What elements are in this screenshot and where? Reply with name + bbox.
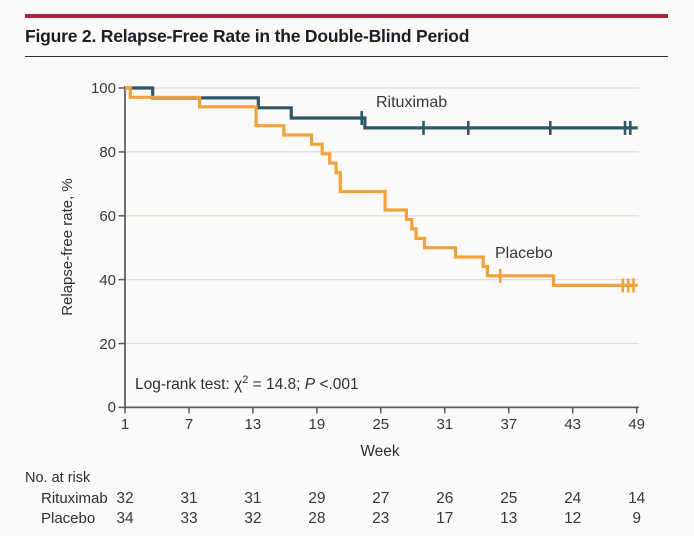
y-tick-label: 80 bbox=[99, 143, 116, 161]
at-risk-count: 24 bbox=[564, 490, 582, 507]
at-risk-count: 23 bbox=[372, 510, 390, 527]
placebo-curve bbox=[125, 86, 638, 287]
rituximab-curve-label: Rituximab bbox=[376, 94, 448, 111]
at-risk-count: 9 bbox=[632, 510, 641, 527]
at-risk-count: 13 bbox=[500, 510, 518, 527]
at-risk-row: Rituximab 32 31 31 29 27 26 25 24 14 bbox=[0, 490, 694, 508]
at-risk-count: 12 bbox=[564, 510, 582, 527]
y-tick-label: 40 bbox=[99, 271, 116, 289]
annotation-p: P bbox=[304, 376, 316, 394]
annotation-suffix: <.001 bbox=[315, 376, 359, 394]
x-tick-label: 43 bbox=[564, 416, 582, 433]
placebo-curve-label: Placebo bbox=[495, 245, 553, 262]
x-tick-label: 25 bbox=[372, 416, 390, 433]
annotation-prefix: Log-rank test: χ bbox=[135, 376, 243, 394]
at-risk-count: 31 bbox=[244, 490, 262, 507]
at-risk-row-label: Rituximab bbox=[41, 490, 108, 507]
y-tick-label: 60 bbox=[99, 207, 116, 225]
at-risk-count: 29 bbox=[308, 490, 326, 507]
at-risk-count: 33 bbox=[180, 510, 198, 527]
y-tick-label: 100 bbox=[90, 80, 116, 97]
x-tick-label: 37 bbox=[500, 416, 518, 433]
at-risk-count: 32 bbox=[244, 510, 262, 527]
log-rank-annotation: Log-rank test: χ2 = 14.8; P <.001 bbox=[135, 374, 359, 394]
at-risk-count: 27 bbox=[372, 490, 390, 507]
y-axis-title: Relapse-free rate, % bbox=[59, 178, 76, 316]
x-tick-label: 19 bbox=[308, 416, 326, 433]
at-risk-count: 28 bbox=[308, 510, 326, 527]
rituximab-curve bbox=[125, 86, 638, 130]
at-risk-count: 25 bbox=[500, 490, 518, 507]
figure-accent-bar bbox=[25, 14, 668, 18]
at-risk-count: 14 bbox=[628, 490, 646, 507]
y-tick-label: 0 bbox=[107, 399, 116, 417]
at-risk-row: Placebo 34 33 32 28 23 17 13 12 9 bbox=[0, 510, 694, 528]
at-risk-count: 34 bbox=[116, 510, 134, 527]
annotation-middle: = 14.8; bbox=[248, 376, 305, 394]
x-tick-label: 31 bbox=[436, 416, 454, 433]
x-tick-label: 7 bbox=[184, 416, 194, 433]
at-risk-count: 32 bbox=[116, 490, 134, 507]
at-risk-count: 31 bbox=[180, 490, 198, 507]
x-axis-title: Week bbox=[360, 443, 400, 460]
annotation-superscript: 2 bbox=[242, 374, 249, 386]
at-risk-count: 26 bbox=[436, 490, 454, 507]
x-tick-label: 49 bbox=[628, 416, 646, 433]
x-tick-label: 13 bbox=[244, 416, 262, 433]
at-risk-count: 17 bbox=[436, 510, 454, 527]
at-risk-title: No. at risk bbox=[25, 470, 91, 486]
x-tick-label: 1 bbox=[120, 416, 130, 433]
title-divider bbox=[25, 56, 668, 57]
figure-title: Figure 2. Relapse-Free Rate in the Doubl… bbox=[25, 26, 470, 46]
at-risk-row-label: Placebo bbox=[41, 510, 96, 527]
y-tick-label: 20 bbox=[99, 335, 116, 353]
